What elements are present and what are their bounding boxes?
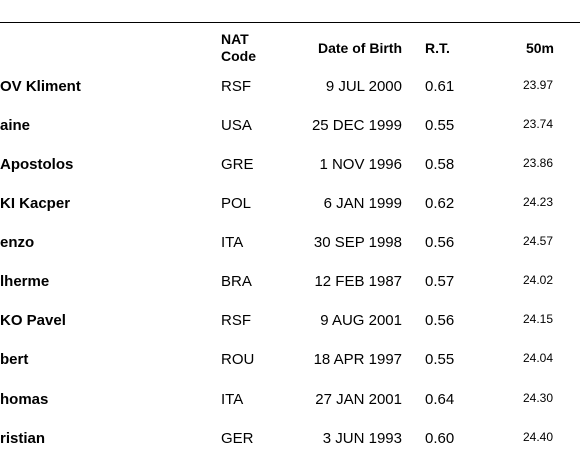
date-of-birth: 12 FEB 1987 [314,273,402,290]
reaction-time: 0.56 [425,234,455,251]
reaction-time: 0.61 [425,78,455,95]
header-nat-line2: Code [221,48,256,64]
split-50m: 23.74 [522,117,553,131]
reaction-time: 0.55 [425,117,455,134]
table-row: enzo ITA 30 SEP 1998 0.56 24.57 [0,233,580,253]
date-of-birth: 18 APR 1997 [313,351,402,368]
nat-code: ROU [221,351,255,368]
table-row: OV Kliment RSF 9 JUL 2000 0.61 23.97 [0,77,580,97]
nat-code: ITA [221,234,244,251]
date-of-birth: 3 JUN 1993 [322,430,402,447]
header-reaction-time: R.T. [425,40,450,56]
nat-code: USA [221,117,252,134]
table-row: Apostolos GRE 1 NOV 1996 0.58 23.86 [0,155,580,175]
table-row: KO Pavel RSF 9 AUG 2001 0.56 24.15 [0,311,580,331]
date-of-birth: 30 SEP 1998 [313,234,402,251]
reaction-time: 0.56 [425,312,455,329]
nat-code: RSF [221,312,251,329]
athlete-name: bert [0,351,29,368]
date-of-birth: 9 JUL 2000 [325,78,402,95]
nat-code: GRE [221,156,254,173]
athlete-name: OV Kliment [0,78,81,95]
athlete-name: homas [0,391,49,408]
reaction-time: 0.62 [425,195,455,212]
reaction-time: 0.58 [425,156,455,173]
date-of-birth: 1 NOV 1996 [319,156,402,173]
athlete-name: KI Kacper [0,195,71,212]
reaction-time: 0.60 [425,430,455,447]
header-nat-code: NAT Code [221,31,256,65]
athlete-name: Apostolos [0,156,74,173]
split-50m: 24.57 [522,234,553,248]
nat-code: ITA [221,391,244,408]
split-50m: 23.86 [522,156,553,170]
split-50m: 24.04 [522,351,553,365]
date-of-birth: 9 AUG 2001 [320,312,402,329]
reaction-time: 0.57 [425,273,455,290]
athlete-name: KO Pavel [0,312,66,329]
nat-code: BRA [221,273,252,290]
athlete-name: ristian [0,430,46,447]
header-50m-split: 50m [525,40,554,56]
header-nat-line1: NAT [221,31,249,47]
header-top-rule [0,22,580,23]
split-50m: 24.15 [522,312,553,326]
table-row: KI Kacper POL 6 JAN 1999 0.62 24.23 [0,194,580,214]
table-row: homas ITA 27 JAN 2001 0.64 24.30 [0,390,580,410]
date-of-birth: 27 JAN 2001 [315,391,402,408]
athlete-name: lherme [0,273,50,290]
athlete-name: aine [0,117,31,134]
nat-code: RSF [221,78,251,95]
nat-code: GER [221,430,254,447]
reaction-time: 0.64 [425,391,455,408]
table-row: lherme BRA 12 FEB 1987 0.57 24.02 [0,272,580,292]
split-50m: 23.97 [522,78,553,92]
date-of-birth: 25 DEC 1999 [311,117,402,134]
nat-code: POL [221,195,252,212]
split-50m: 24.40 [522,430,553,444]
header-date-of-birth: Date of Birth [318,40,402,56]
table-row: bert ROU 18 APR 1997 0.55 24.04 [0,350,580,370]
table-row: ristian GER 3 JUN 1993 0.60 24.40 [0,429,580,449]
date-of-birth: 6 JAN 1999 [323,195,402,212]
reaction-time: 0.55 [425,351,455,368]
split-50m: 24.02 [522,273,553,287]
split-50m: 24.23 [522,195,553,209]
split-50m: 24.30 [522,391,553,405]
athlete-name: enzo [0,234,35,251]
table-row: aine USA 25 DEC 1999 0.55 23.74 [0,116,580,136]
